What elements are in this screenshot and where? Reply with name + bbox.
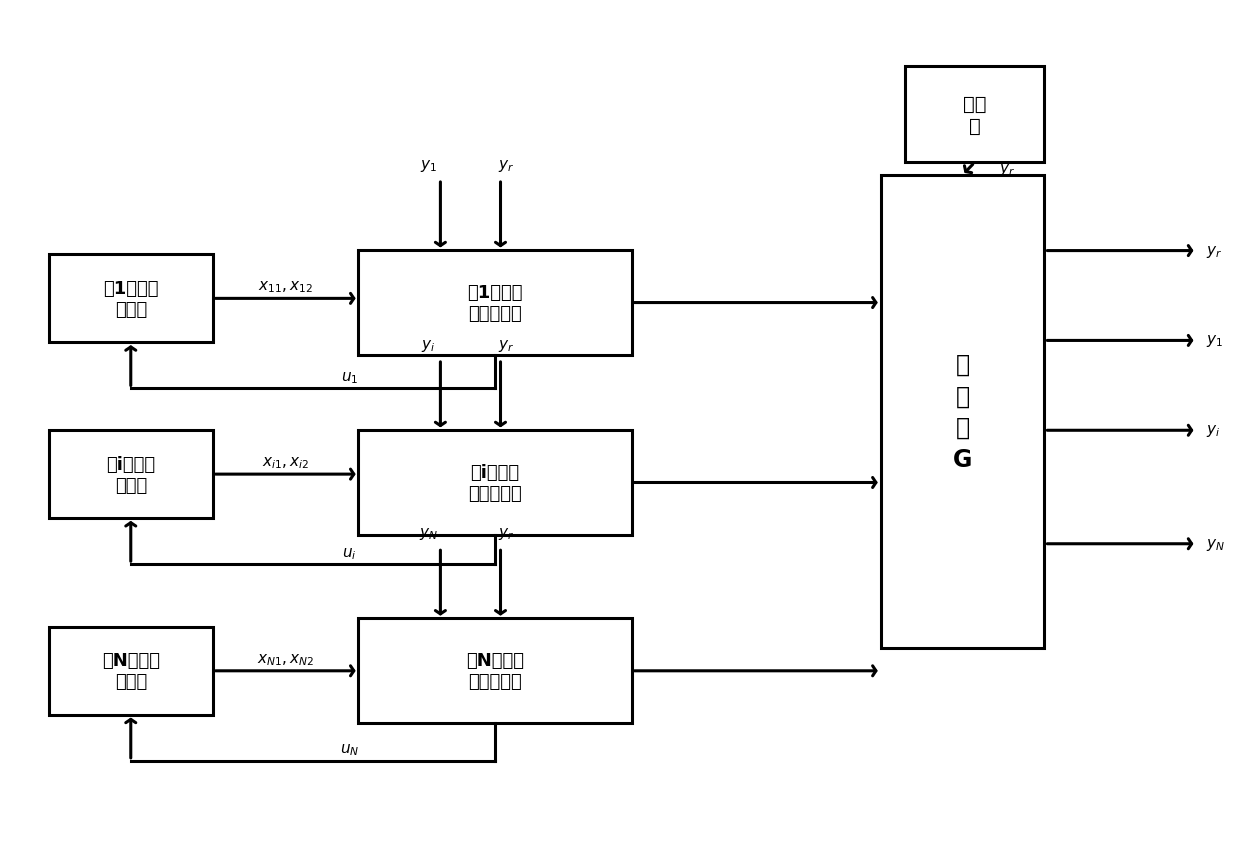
Text: $y_r$: $y_r$ [999, 161, 1015, 177]
Text: 第i个单臂
机械手: 第i个单臂 机械手 [107, 456, 155, 494]
Text: $x_{N1},x_{N2}$: $x_{N1},x_{N2}$ [256, 651, 315, 667]
Text: $x_{i1},x_{i2}$: $x_{i1},x_{i2}$ [261, 455, 310, 470]
FancyBboxPatch shape [48, 431, 213, 519]
FancyBboxPatch shape [358, 618, 632, 723]
FancyBboxPatch shape [904, 67, 1044, 163]
Text: $y_i$: $y_i$ [1206, 423, 1220, 438]
Text: $y_r$: $y_r$ [498, 338, 514, 354]
Text: $y_i$: $y_i$ [421, 338, 435, 354]
Text: $y_r$: $y_r$ [1206, 243, 1223, 259]
FancyBboxPatch shape [48, 255, 213, 343]
Text: 第1个跟随
者的控制器: 第1个跟随 者的控制器 [467, 284, 523, 322]
FancyBboxPatch shape [881, 176, 1044, 648]
Text: $y_N$: $y_N$ [419, 526, 437, 542]
Text: 第N个跟随
者的控制器: 第N个跟随 者的控制器 [466, 652, 524, 690]
Text: $u_i$: $u_i$ [342, 545, 357, 561]
Text: $x_{11},x_{12}$: $x_{11},x_{12}$ [258, 279, 313, 295]
Text: 第i个跟随
者的控制器: 第i个跟随 者的控制器 [468, 463, 522, 502]
Text: $y_r$: $y_r$ [498, 158, 514, 174]
Text: $u_1$: $u_1$ [341, 370, 358, 386]
Text: $y_r$: $y_r$ [498, 526, 514, 542]
Text: $y_N$: $y_N$ [1206, 537, 1225, 552]
Text: $y_1$: $y_1$ [1206, 333, 1223, 349]
FancyBboxPatch shape [358, 431, 632, 535]
Text: 有
向
图
G: 有 向 图 G [953, 352, 973, 471]
FancyBboxPatch shape [358, 251, 632, 356]
Text: $y_1$: $y_1$ [420, 158, 437, 174]
Text: 第1个单臂
机械手: 第1个单臂 机械手 [103, 280, 159, 318]
Text: 第N个单臂
机械手: 第N个单臂 机械手 [102, 652, 160, 690]
FancyBboxPatch shape [48, 627, 213, 715]
Text: 领导
者: 领导 者 [963, 95, 986, 136]
Text: $u_N$: $u_N$ [339, 742, 359, 757]
